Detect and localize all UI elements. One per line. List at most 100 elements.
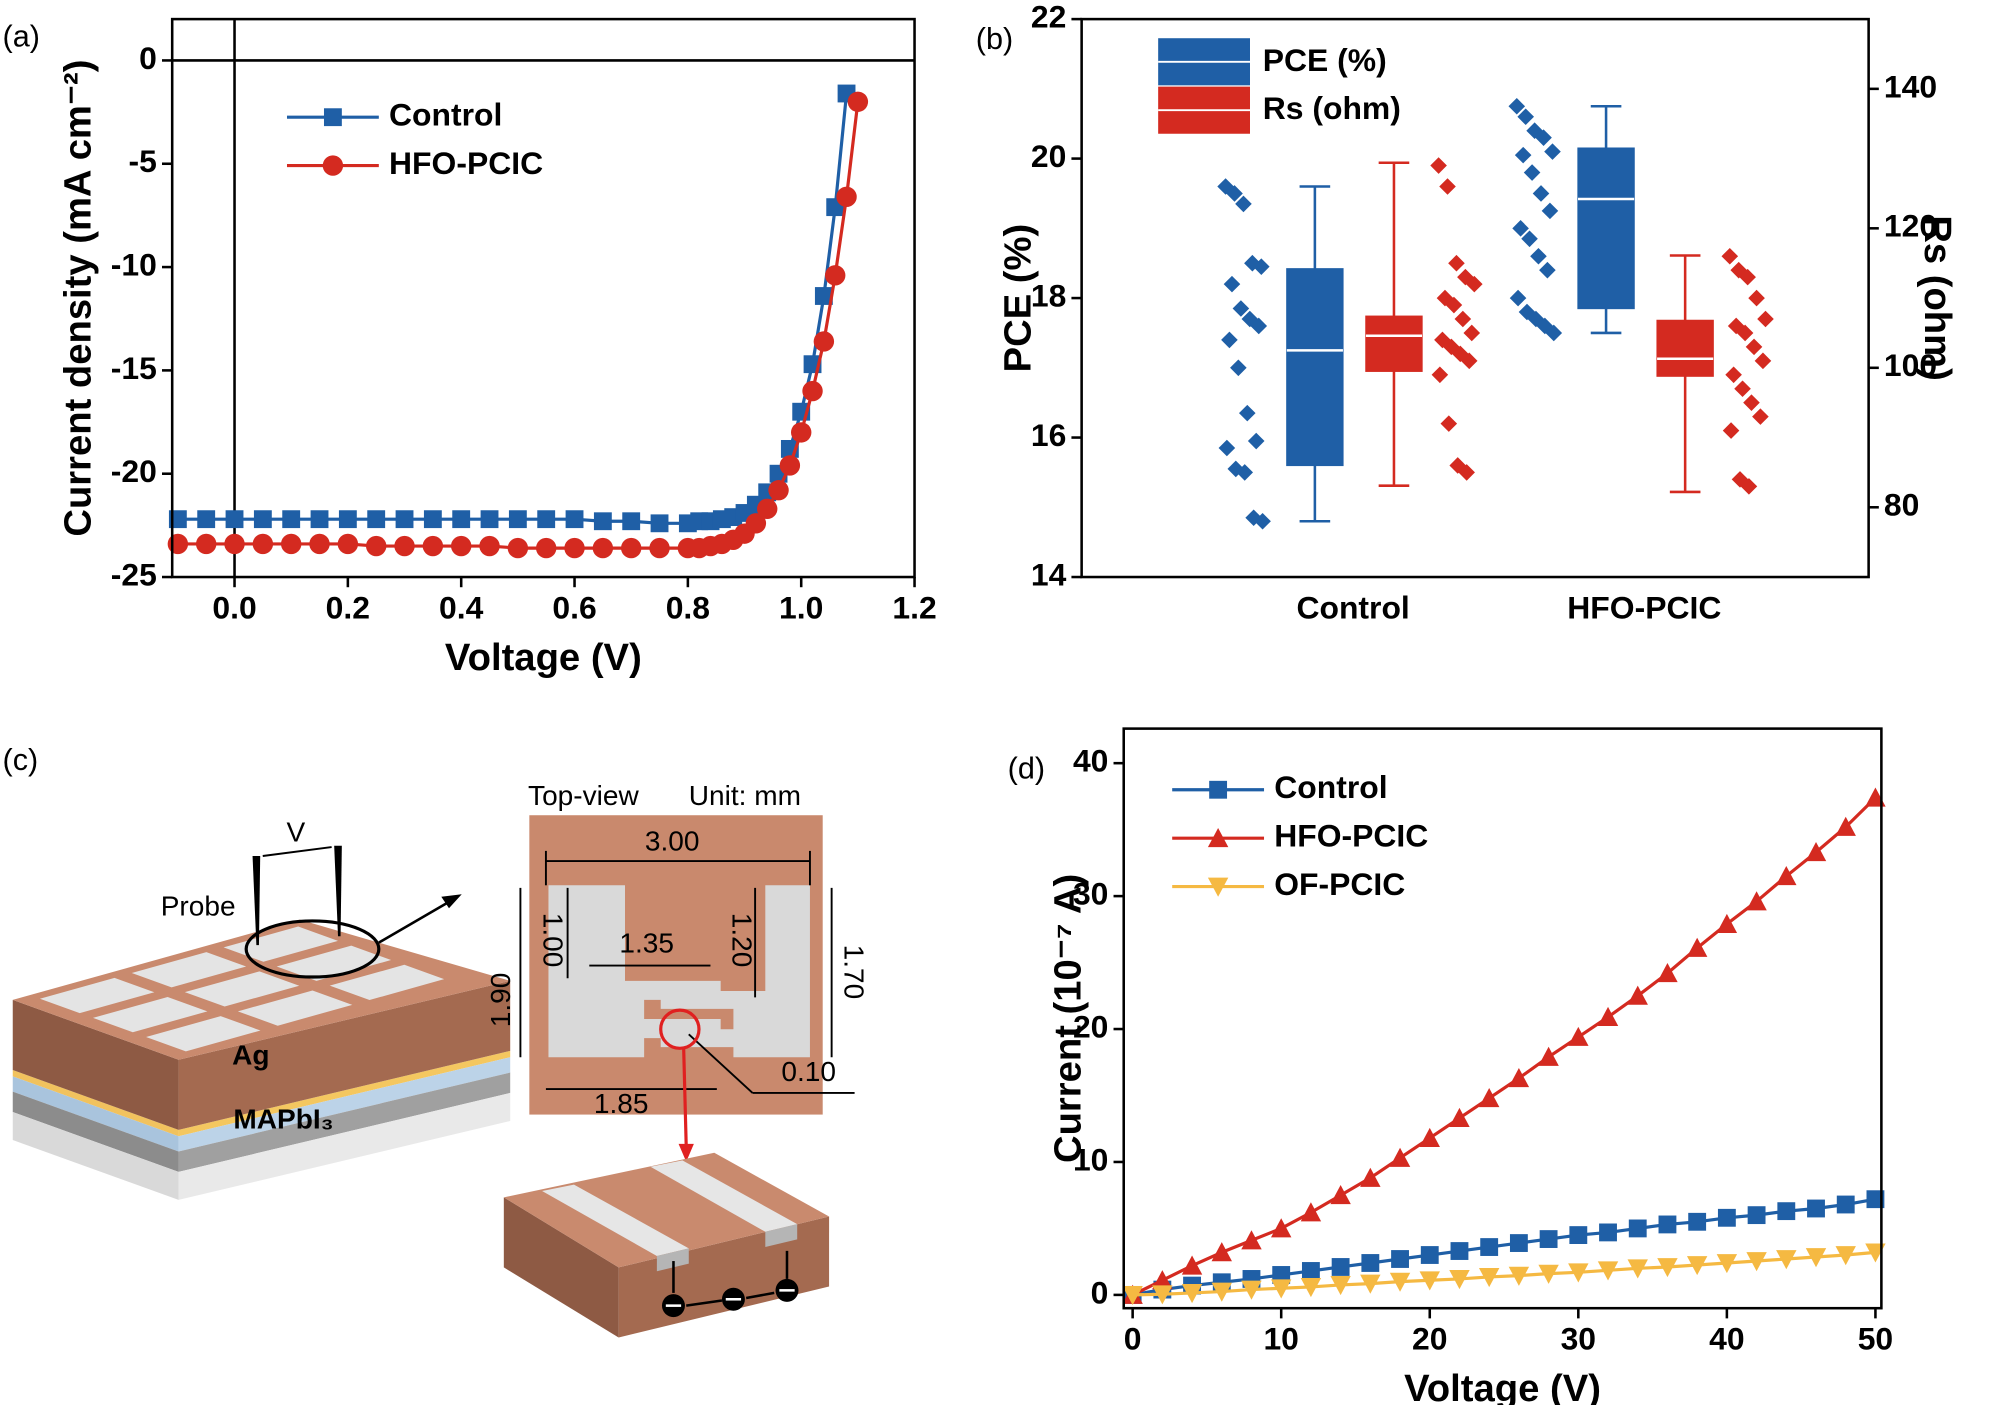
panel-c: (c) V Probe Ag MAPbI₃ Top-view Unit: mm … (3, 743, 870, 1338)
y-tick-label: 0 (139, 40, 157, 76)
marker (1301, 1262, 1320, 1280)
marker (195, 533, 217, 555)
point (1230, 359, 1247, 377)
legend-label: OF-PCIC (1274, 866, 1405, 902)
marker (1152, 1270, 1173, 1290)
point (1730, 261, 1748, 279)
point (1430, 157, 1447, 174)
point (1721, 247, 1739, 265)
box (1656, 319, 1714, 377)
marker (280, 533, 302, 555)
layer (12, 1076, 179, 1152)
label: Ag (232, 1040, 269, 1071)
electrode-bar (765, 1224, 798, 1248)
marker (1836, 1195, 1855, 1214)
marker (1627, 1259, 1648, 1279)
marker (650, 514, 669, 533)
point (1539, 261, 1556, 279)
y-tick-label: -25 (111, 556, 157, 592)
plot-frame (1122, 727, 1883, 1310)
probe-needle (252, 855, 261, 946)
marker (1361, 1254, 1380, 1272)
marker (224, 533, 245, 555)
marker (167, 533, 189, 555)
marker (1835, 1246, 1856, 1266)
marker (1241, 1230, 1262, 1250)
marker (1657, 963, 1678, 983)
point (1523, 164, 1541, 181)
electrode-pads (39, 926, 445, 1052)
label: Top-view (528, 780, 639, 811)
marker (564, 537, 585, 559)
dimension-lines (519, 850, 855, 1094)
layer (12, 1069, 179, 1137)
marker (813, 331, 835, 352)
label: V (287, 817, 306, 848)
point (1508, 98, 1526, 115)
marker (1360, 1167, 1381, 1187)
marker (1300, 1278, 1322, 1298)
marker (592, 537, 614, 559)
marker (1746, 891, 1767, 911)
point (1517, 108, 1534, 126)
marker (1628, 1219, 1647, 1238)
marker (1389, 1272, 1411, 1292)
point (1458, 464, 1475, 481)
y-tick-label: 30 (1073, 876, 1108, 912)
legend-marker (323, 108, 342, 127)
marker (1597, 1261, 1619, 1281)
x-tick-label: HFO-PCIC (1567, 590, 1721, 626)
x-tick-label: 10 (1263, 1321, 1298, 1357)
marker (338, 510, 357, 529)
point (1514, 146, 1532, 164)
point (1247, 432, 1265, 450)
y2-tick-label: 100 (1884, 347, 1937, 383)
point (1722, 422, 1740, 439)
legend-marker (1207, 877, 1229, 897)
voltage-arrow (262, 846, 332, 857)
marker (768, 480, 789, 501)
x-tick-label: 50 (1858, 1321, 1893, 1357)
point (1512, 220, 1529, 237)
marker (1569, 1226, 1588, 1244)
marker (1777, 1202, 1796, 1221)
marker (1478, 1087, 1500, 1108)
marker (535, 537, 557, 559)
marker (1747, 1206, 1766, 1225)
marker (1716, 913, 1738, 933)
electrons (661, 1278, 799, 1318)
x-tick-label: 0.8 (666, 590, 710, 626)
marker (1686, 937, 1708, 957)
marker (622, 512, 641, 531)
layer (178, 1092, 511, 1200)
marker (1716, 1254, 1738, 1274)
legend-label: HFO-PCIC (389, 145, 543, 181)
y-tick-label: 10 (1073, 1141, 1108, 1177)
marker (1686, 1256, 1708, 1276)
marker (1241, 1280, 1262, 1300)
legend-label: Control (389, 97, 502, 133)
marker (1835, 816, 1856, 836)
point (1454, 310, 1472, 328)
dimension: 0.10 (781, 1056, 836, 1087)
x-axis-label: Voltage (V) (1404, 1367, 1601, 1405)
marker (1599, 1223, 1617, 1242)
legend-label: PCE (%) (1263, 42, 1387, 78)
marker (1480, 1238, 1499, 1256)
electrode (660, 885, 810, 1058)
point (1238, 404, 1256, 422)
point (1757, 310, 1774, 328)
point (1521, 230, 1538, 248)
marker (1805, 1248, 1827, 1268)
arrow-head (678, 1143, 694, 1162)
marker (197, 510, 216, 529)
zoom-ellipse (244, 919, 381, 979)
legend-label: HFO-PCIC (1274, 818, 1428, 854)
marker (1330, 1276, 1351, 1296)
panel-label: (a) (3, 19, 40, 53)
dimension: 3.00 (645, 826, 700, 857)
marker (394, 535, 415, 557)
marker (1509, 1234, 1528, 1252)
